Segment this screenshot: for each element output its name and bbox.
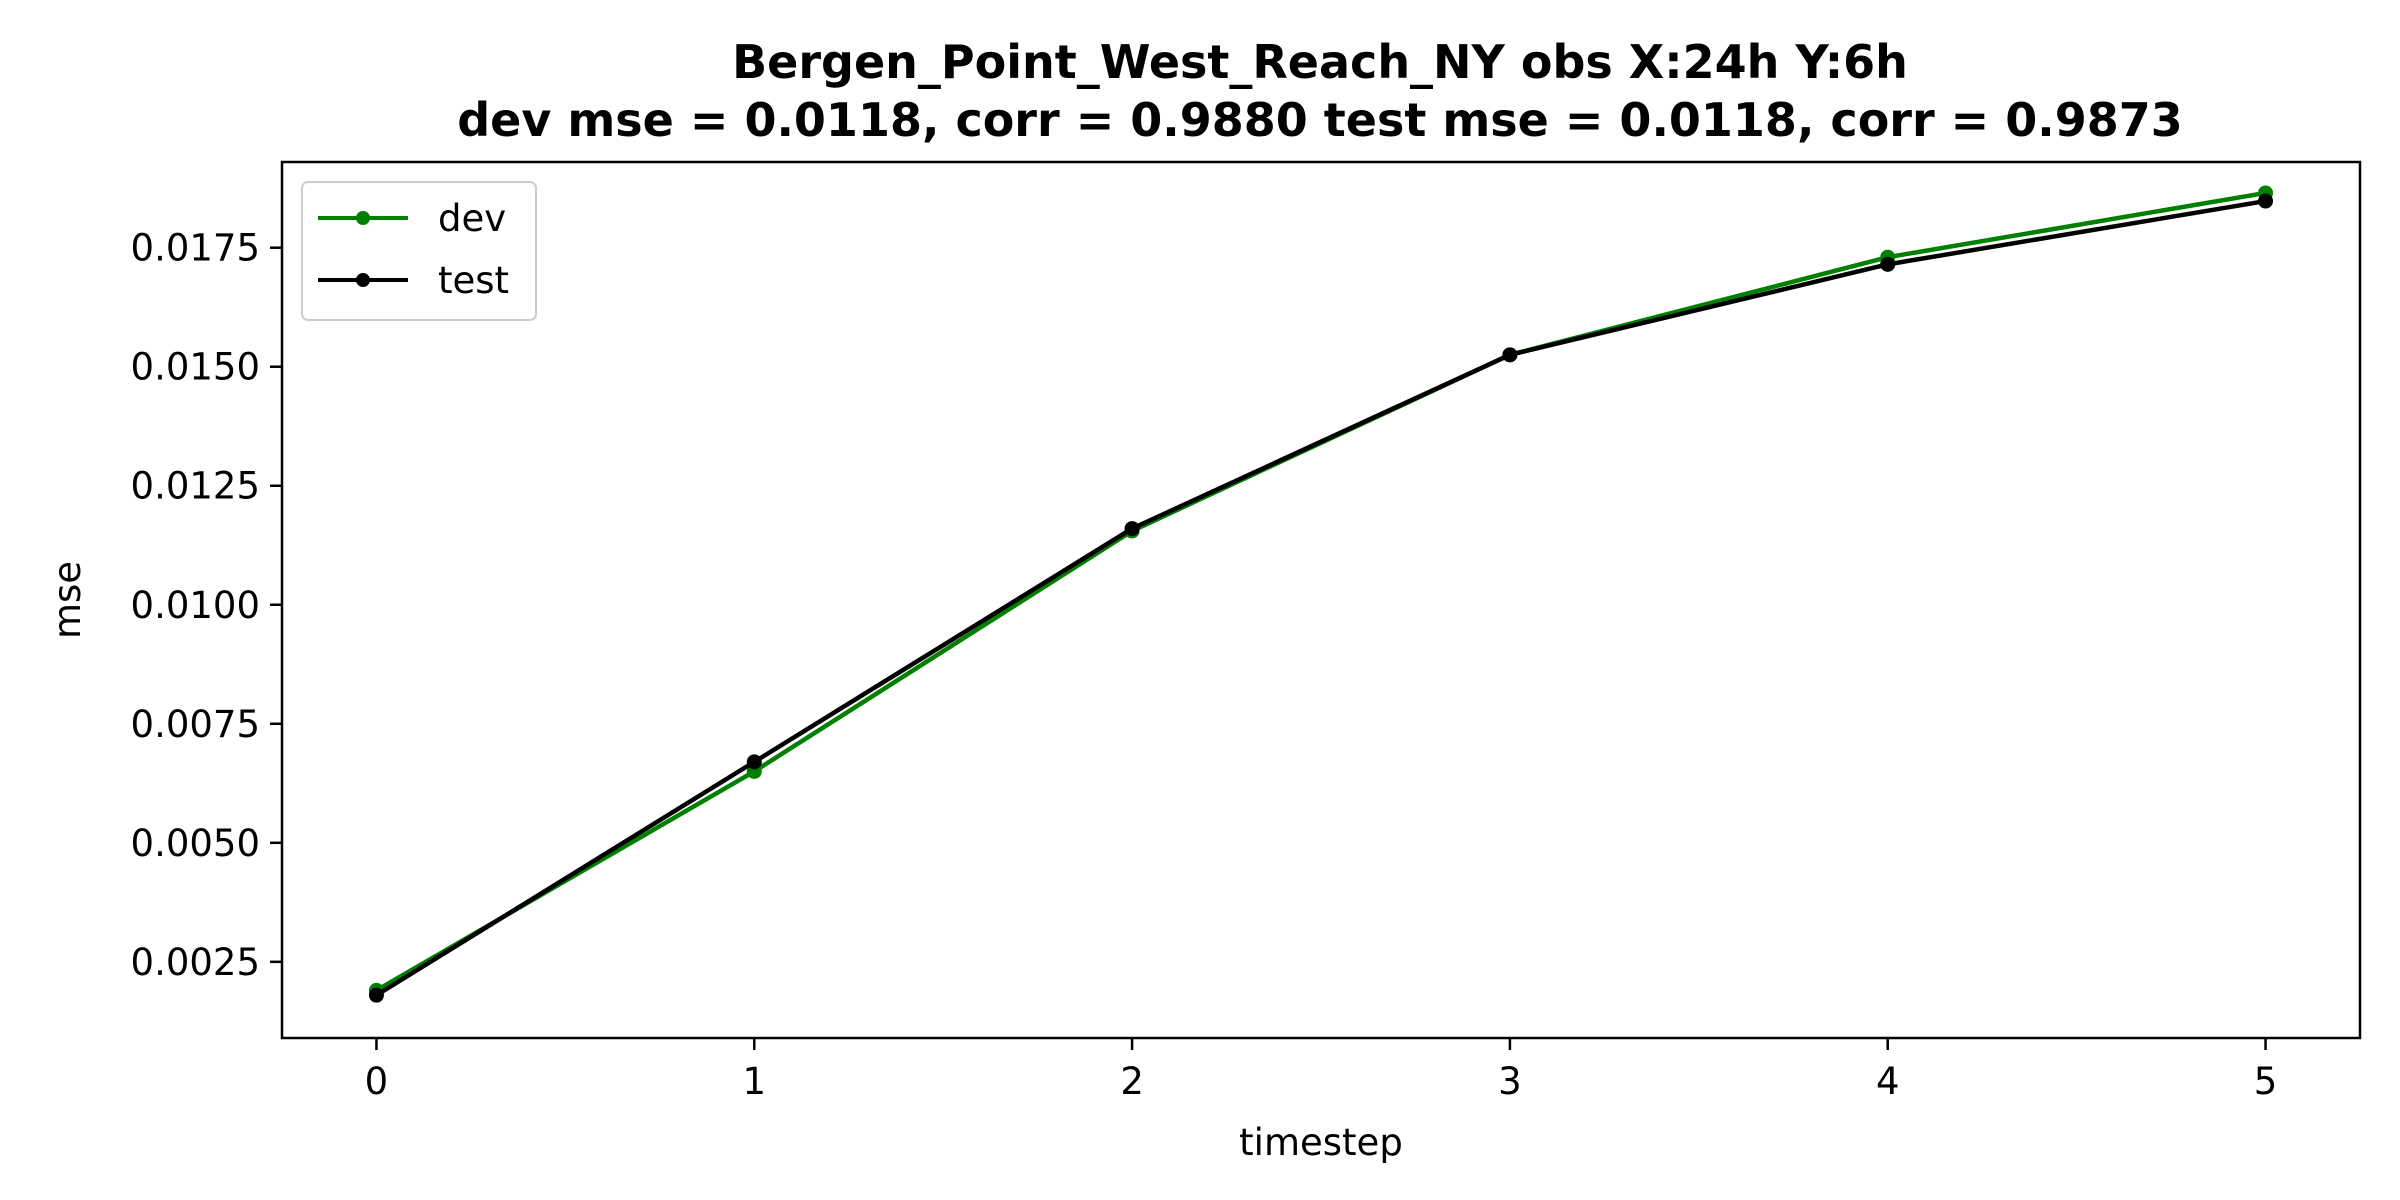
data-point-test: [746, 754, 762, 770]
x-tick-label: 2: [1120, 1060, 1144, 1103]
y-tick-label: 0.0150: [131, 346, 260, 389]
legend-marker-dev: [356, 211, 370, 225]
data-point-test: [1880, 256, 1896, 272]
chart-title-line1: Bergen_Point_West_Reach_NY obs X:24h Y:6…: [732, 35, 1908, 89]
series-line-test: [375, 198, 2266, 998]
y-tick-label: 0.0075: [131, 703, 260, 746]
legend-label-test: test: [438, 259, 509, 302]
x-axis: 0 1 2 3 4 5: [365, 1038, 2278, 1103]
plot-area: [280, 160, 2362, 1040]
x-tick-label: 5: [2254, 1060, 2278, 1103]
data-point-test: [2258, 193, 2274, 209]
data-point-test: [368, 987, 384, 1003]
legend: dev test: [301, 181, 537, 321]
legend-label-dev: dev: [438, 197, 506, 240]
data-point-test: [1502, 347, 1518, 363]
series-line-dev: [375, 190, 2266, 993]
y-axis-label: mse: [46, 561, 89, 639]
x-tick-label: 0: [365, 1060, 389, 1103]
data-point-test: [1124, 521, 1140, 537]
series-layer: [368, 185, 2274, 1003]
legend-marker-test: [356, 273, 370, 287]
chart-title-line2: dev mse = 0.0118, corr = 0.9880 test mse…: [457, 93, 2183, 147]
y-tick-label: 0.0025: [131, 941, 260, 984]
y-tick-label: 0.0125: [131, 465, 260, 508]
y-tick-label: 0.0100: [131, 584, 260, 627]
y-tick-label: 0.0050: [131, 822, 260, 865]
x-tick-label: 3: [1498, 1060, 1522, 1103]
y-tick-label: 0.0175: [131, 227, 260, 270]
x-tick-label: 1: [742, 1060, 766, 1103]
y-axis: 0.0025 0.0050 0.0075 0.0100 0.0125 0.0150 0.01…: [131, 227, 282, 984]
x-tick-label: 4: [1876, 1060, 1900, 1103]
x-axis-label: timestep: [1239, 1121, 1403, 1164]
